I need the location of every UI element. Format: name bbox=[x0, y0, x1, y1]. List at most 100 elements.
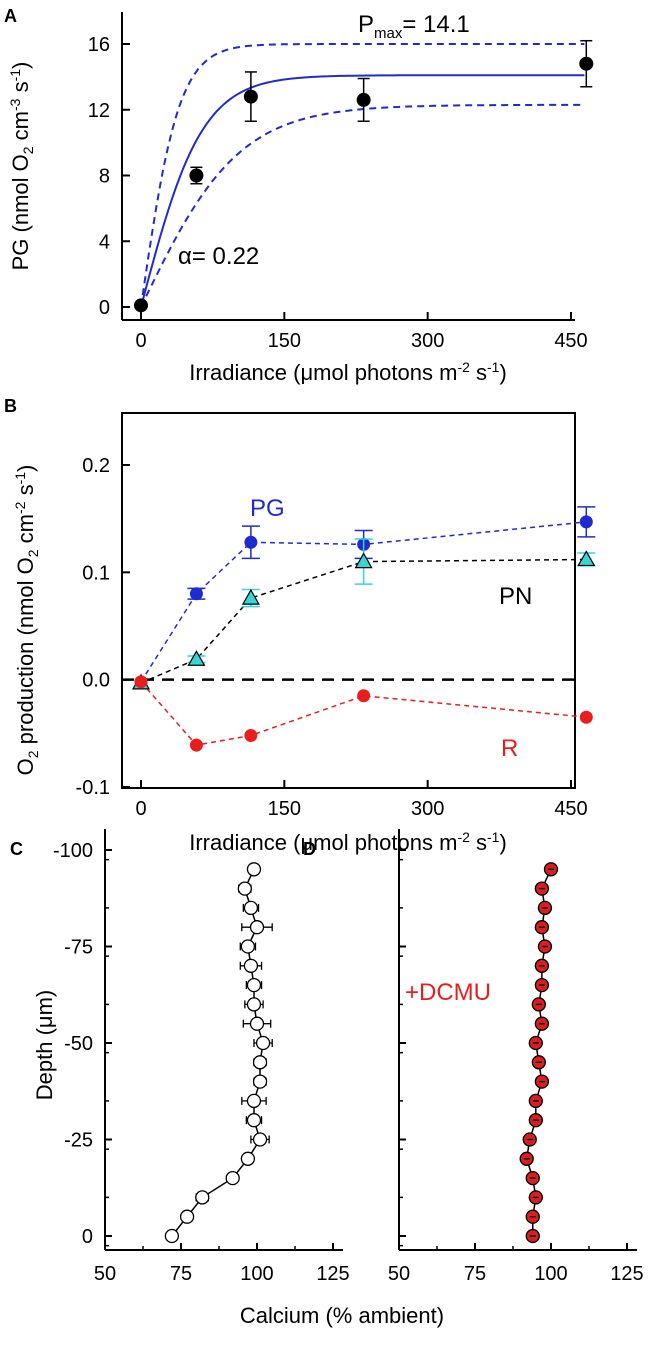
axis-title-part: 2 bbox=[25, 549, 41, 557]
panel-c-data-point bbox=[249, 920, 265, 935]
pmax-subscript: max bbox=[374, 25, 403, 42]
panel-a-x-axis-title: Irradiance (μmol photons m-2 s-1) bbox=[189, 359, 507, 385]
panel-a-x-tick-label: 450 bbox=[554, 330, 587, 352]
panel-a-y-tick-label: 12 bbox=[88, 100, 110, 122]
panel-d-x-tick-label: 75 bbox=[464, 1263, 486, 1285]
panel-letter-c: C bbox=[10, 839, 23, 859]
panel-b-data-point-pg bbox=[189, 587, 203, 601]
panel-a-y-tick-label: 16 bbox=[88, 34, 110, 56]
panel-a-fit-curve bbox=[140, 74, 585, 308]
panel-a-lower-confidence-curve bbox=[140, 103, 585, 308]
panel-b-x-axis-title: Irradiance (μmol photons m-2 s-1) bbox=[189, 829, 507, 855]
panel-b-data-point-pn bbox=[241, 588, 260, 605]
panel-c-data-point bbox=[252, 1074, 268, 1089]
panel-d-x-tick-label: 50 bbox=[388, 1263, 410, 1285]
panel-b-y-tick-label: -0.1 bbox=[76, 777, 110, 799]
panel-c-x-tick-label: 125 bbox=[316, 1263, 349, 1285]
panel-a-x-tick-label: 0 bbox=[135, 330, 146, 352]
panel-c-y-tick-label: -25 bbox=[64, 1130, 93, 1152]
panel-a-pmax-annotation: Pmax= 14.1 bbox=[358, 11, 470, 42]
panel-c-data-point bbox=[243, 958, 259, 973]
panel-c-data-point bbox=[179, 1209, 195, 1224]
panel-c-data-point bbox=[246, 997, 262, 1012]
panel-b-y-axis-title: O2 production (nmol O2 cm-2 s-1) bbox=[12, 465, 41, 776]
panel-b-data-point-r bbox=[357, 689, 371, 703]
panel-letter-b: B bbox=[4, 396, 17, 416]
panel-a-alpha-annotation: α= 0.22 bbox=[178, 243, 259, 270]
panel-b-x-tick-label: 0 bbox=[135, 798, 146, 820]
panel-a-y-tick-label: 4 bbox=[99, 231, 110, 253]
axis-title-part: ) bbox=[499, 360, 506, 385]
axis-title-part: 2 bbox=[25, 750, 41, 758]
panel-a-data-point bbox=[243, 89, 258, 104]
panel-b-data-point-pg bbox=[244, 535, 258, 549]
panel-c-y-axis-title: Depth (μm) bbox=[32, 990, 57, 1100]
panel-b-y-tick-label: 0.0 bbox=[82, 670, 110, 692]
panel-c-x-axis-title: Calcium (% ambient) bbox=[240, 1303, 444, 1328]
panel-c-data-point bbox=[246, 977, 262, 993]
axis-title-part: ) bbox=[8, 62, 33, 69]
panel-b-label-pn: PN bbox=[499, 583, 532, 610]
panel-c-x-tick-label: 75 bbox=[170, 1263, 192, 1285]
panel-b-data-point-r bbox=[134, 675, 148, 689]
panel-c-data-point bbox=[255, 1035, 271, 1051]
panel-b-data-point-pn bbox=[354, 552, 373, 569]
panel-b-x-tick-label: 150 bbox=[268, 798, 301, 820]
panel-c-data-point bbox=[246, 1113, 262, 1128]
panel-c-y-tick-label: 0 bbox=[82, 1226, 93, 1248]
panel-b-data-point-r bbox=[244, 728, 258, 742]
panel-b-data-point-pn bbox=[577, 550, 596, 567]
panel-d-dcmu-label: +DCMU bbox=[405, 979, 491, 1006]
axis-title-part: s bbox=[470, 360, 487, 385]
axis-title-part: -1 bbox=[12, 472, 28, 485]
panel-a-x-tick-label: 300 bbox=[411, 330, 444, 352]
panel-b-x-tick-label: 450 bbox=[554, 798, 587, 820]
panel-c-data-point bbox=[225, 1170, 240, 1186]
axis-title-part: -2 bbox=[457, 829, 470, 845]
panel-c-data-point bbox=[252, 1055, 268, 1070]
axis-title-part: PG (nmol O bbox=[8, 154, 33, 270]
axis-title-part: 2 bbox=[20, 146, 36, 154]
axis-title-part: ) bbox=[13, 465, 38, 472]
panel-b-series-line-pn bbox=[140, 558, 587, 684]
panel-c-data-point bbox=[240, 1151, 256, 1166]
panel-c-y-tick-label: -50 bbox=[64, 1033, 93, 1055]
pmax-base: P bbox=[358, 11, 374, 38]
panel-c-data-point bbox=[243, 900, 259, 916]
axis-title-part: production (nmol O bbox=[13, 557, 38, 750]
axis-title-part: -3 bbox=[7, 98, 23, 111]
axis-title-part: cm bbox=[13, 514, 38, 549]
panel-c-data-point bbox=[195, 1190, 210, 1205]
axis-title-part: -2 bbox=[12, 501, 28, 514]
panel-a-data-point bbox=[356, 92, 371, 107]
panel-c-data-point bbox=[249, 1016, 265, 1031]
panel-b-label-r: R bbox=[501, 735, 518, 762]
panel-d-x-tick-label: 100 bbox=[534, 1263, 567, 1285]
panel-c-data-point bbox=[164, 1228, 180, 1244]
panel-b-data-point-pg bbox=[579, 515, 593, 529]
axis-title-part: Irradiance (μmol photons m bbox=[189, 360, 457, 385]
panel-letter-a: A bbox=[4, 6, 17, 26]
panel-b-data-point-r bbox=[579, 710, 593, 724]
panel-b-y-tick-label: 0.1 bbox=[82, 562, 110, 584]
panel-c-data-point bbox=[246, 1093, 262, 1109]
axis-title-part: -2 bbox=[457, 359, 470, 375]
axis-title-part: Irradiance (μmol photons m bbox=[189, 830, 457, 855]
panel-a-y-axis-title: PG (nmol O2 cm-3 s-1) bbox=[7, 62, 36, 271]
panel-c-data-point bbox=[240, 939, 256, 954]
axis-title-part: ) bbox=[499, 830, 506, 855]
panel-a-y-tick-label: 0 bbox=[99, 297, 110, 319]
axis-title-part: -1 bbox=[487, 829, 500, 845]
panel-c-data-point bbox=[237, 881, 252, 896]
panel-b-frame bbox=[121, 412, 576, 789]
panel-c-y-tick-label: -100 bbox=[53, 840, 93, 862]
panel-c-data-point bbox=[246, 862, 262, 877]
panel-b-data-point-pn bbox=[187, 650, 206, 666]
panel-c-x-tick-label: 50 bbox=[94, 1263, 116, 1285]
panel-c-data-point bbox=[252, 1132, 268, 1147]
axis-title-part: s bbox=[470, 830, 487, 855]
panel-a-upper-confidence-curve bbox=[140, 43, 585, 308]
panel-letter-d: D bbox=[303, 839, 316, 859]
panel-a-data-point bbox=[579, 56, 594, 71]
